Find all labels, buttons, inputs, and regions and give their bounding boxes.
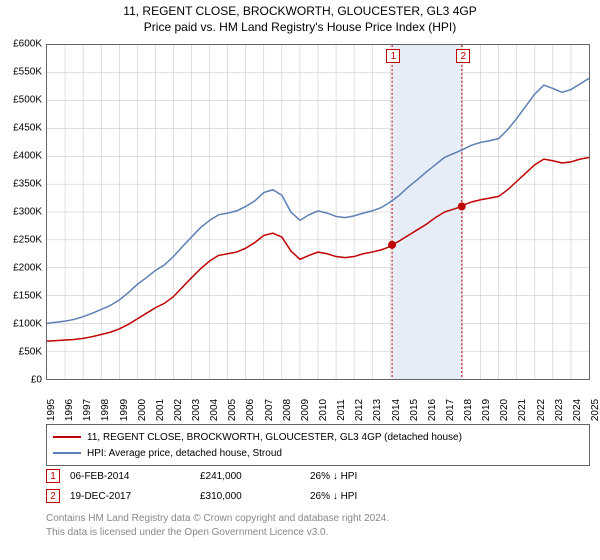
sale-price-1: £241,000 — [200, 471, 300, 482]
y-tick-label: £200K — [13, 263, 42, 274]
y-tick-label: £50K — [19, 347, 42, 358]
y-tick-label: £100K — [13, 319, 42, 330]
marker-box-1: 1 — [386, 49, 400, 63]
sale-dot-1 — [388, 241, 396, 249]
x-tick-label: 2013 — [372, 399, 383, 421]
y-tick-label: £150K — [13, 291, 42, 302]
x-tick-label: 2024 — [572, 399, 583, 421]
x-tick-label: 2017 — [445, 399, 456, 421]
x-tick-label: 2015 — [409, 399, 420, 421]
marker-box-2: 2 — [456, 49, 470, 63]
y-tick-label: £600K — [13, 39, 42, 50]
x-tick-label: 2023 — [554, 399, 565, 421]
sale-delta-1: 26% ↓ HPI — [310, 471, 430, 482]
sale-row-2: 2 19-DEC-2017 £310,000 26% ↓ HPI — [46, 486, 590, 506]
sale-marker-1: 1 — [46, 469, 60, 483]
x-tick-label: 1996 — [64, 399, 75, 421]
x-tick-label: 2012 — [354, 399, 365, 421]
sales-table: 1 06-FEB-2014 £241,000 26% ↓ HPI 2 19-DE… — [46, 466, 590, 506]
x-tick-label: 2025 — [590, 399, 600, 421]
sale-date-1: 06-FEB-2014 — [70, 471, 190, 482]
legend-row-hpi: HPI: Average price, detached house, Stro… — [53, 445, 583, 461]
x-tick-label: 2010 — [318, 399, 329, 421]
y-tick-label: £0 — [31, 375, 42, 386]
sale-dot-2 — [458, 202, 466, 210]
chart-title: 11, REGENT CLOSE, BROCKWORTH, GLOUCESTER… — [0, 0, 600, 18]
y-tick-label: £350K — [13, 179, 42, 190]
x-tick-label: 2001 — [155, 399, 166, 421]
x-tick-label: 2018 — [463, 399, 474, 421]
x-tick-label: 2007 — [264, 399, 275, 421]
sale-date-2: 19-DEC-2017 — [70, 491, 190, 502]
highlight-band — [392, 45, 462, 379]
sale-delta-2: 26% ↓ HPI — [310, 491, 430, 502]
x-tick-label: 1999 — [119, 399, 130, 421]
x-tick-label: 2009 — [300, 399, 311, 421]
y-tick-label: £300K — [13, 207, 42, 218]
x-axis-labels: 1995 1996 1997 1998 1999 2000 2001 2002 2003 2004… — [46, 382, 590, 422]
x-tick-label: 2021 — [517, 399, 528, 421]
y-tick-label: £250K — [13, 235, 42, 246]
x-tick-label: 2008 — [282, 399, 293, 421]
legend-label-property: 11, REGENT CLOSE, BROCKWORTH, GLOUCESTER… — [87, 432, 462, 443]
x-tick-label: 2011 — [336, 399, 347, 421]
x-tick-label: 2006 — [245, 399, 256, 421]
x-tick-label: 1998 — [100, 399, 111, 421]
gridlines — [47, 45, 589, 379]
x-tick-label: 2000 — [137, 399, 148, 421]
footer-attribution: Contains HM Land Registry data © Crown c… — [46, 512, 590, 539]
chart-subtitle: Price paid vs. HM Land Registry's House … — [0, 18, 600, 38]
legend-swatch-hpi — [53, 452, 81, 454]
x-tick-label: 1997 — [82, 399, 93, 421]
legend-row-property: 11, REGENT CLOSE, BROCKWORTH, GLOUCESTER… — [53, 429, 583, 445]
y-tick-label: £400K — [13, 151, 42, 162]
sale-marker-2: 2 — [46, 489, 60, 503]
footer-line-1: Contains HM Land Registry data © Crown c… — [46, 512, 590, 526]
x-tick-label: 2014 — [391, 399, 402, 421]
x-tick-label: 2005 — [227, 399, 238, 421]
x-tick-label: 2004 — [209, 399, 220, 421]
x-tick-label: 1995 — [46, 399, 57, 421]
legend-label-hpi: HPI: Average price, detached house, Stro… — [87, 448, 282, 459]
legend-box: 11, REGENT CLOSE, BROCKWORTH, GLOUCESTER… — [46, 424, 590, 466]
y-tick-label: £550K — [13, 67, 42, 78]
x-tick-label: 2020 — [499, 399, 510, 421]
x-tick-label: 2003 — [191, 399, 202, 421]
x-tick-label: 2019 — [481, 399, 492, 421]
x-tick-label: 2022 — [536, 399, 547, 421]
y-tick-label: £450K — [13, 123, 42, 134]
x-tick-label: 2016 — [427, 399, 438, 421]
y-axis-labels: £0£50K£100K£150K£200K£250K£300K£350K£400… — [0, 44, 44, 380]
y-tick-label: £500K — [13, 95, 42, 106]
x-tick-label: 2002 — [173, 399, 184, 421]
sale-price-2: £310,000 — [200, 491, 300, 502]
sale-row-1: 1 06-FEB-2014 £241,000 26% ↓ HPI — [46, 466, 590, 486]
chart-container: 11, REGENT CLOSE, BROCKWORTH, GLOUCESTER… — [0, 0, 600, 560]
chart-svg — [47, 45, 589, 379]
plot-area: 12 — [46, 44, 590, 380]
legend-swatch-property — [53, 436, 81, 438]
footer-line-2: This data is licensed under the Open Gov… — [46, 526, 590, 540]
